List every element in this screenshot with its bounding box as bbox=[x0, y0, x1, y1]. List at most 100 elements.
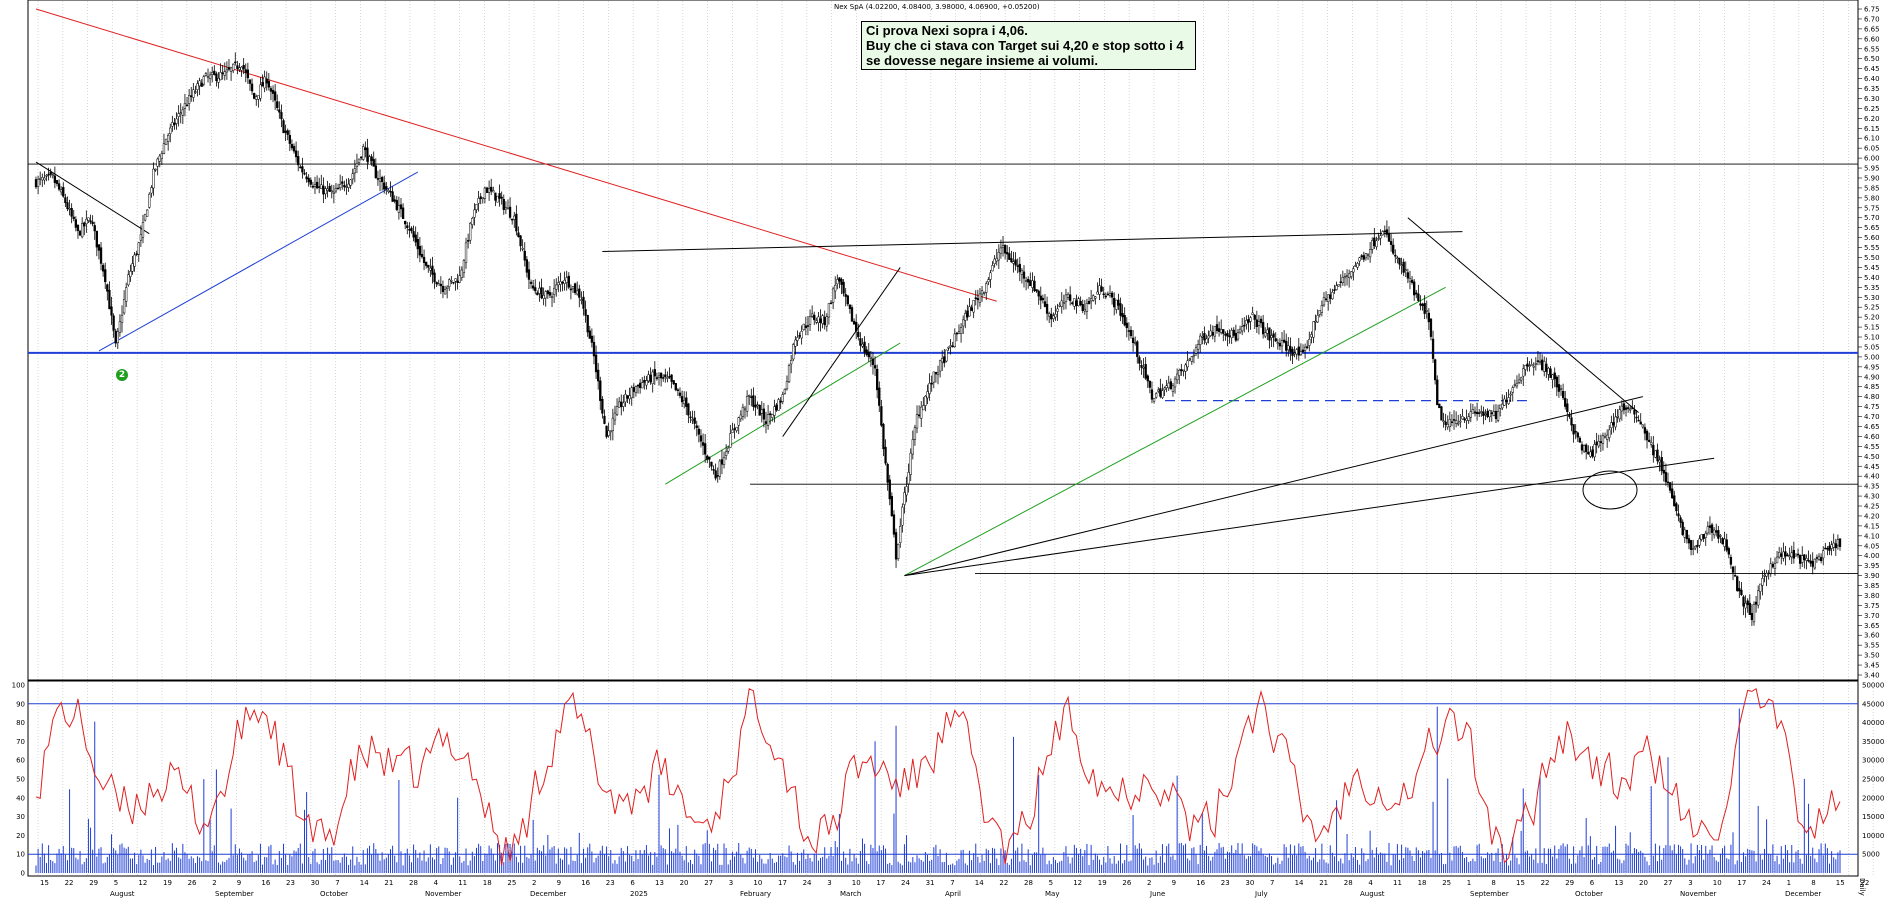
candle-body bbox=[1757, 590, 1760, 606]
day-tick-label: 9 bbox=[1172, 879, 1176, 887]
candle-body bbox=[974, 297, 977, 300]
candle-body bbox=[332, 191, 336, 194]
time-unit-label: Daily bbox=[1858, 878, 1866, 896]
candle-body bbox=[1207, 335, 1210, 339]
candle-body bbox=[1838, 538, 1842, 547]
candle-body bbox=[1450, 421, 1454, 423]
month-tick-label: December bbox=[530, 890, 566, 898]
candle-body bbox=[756, 404, 759, 406]
day-tick-label: 22 bbox=[999, 879, 1008, 887]
candle-body bbox=[55, 180, 59, 184]
price-tick-label: 5.35 bbox=[1864, 284, 1880, 292]
candle-body bbox=[894, 532, 898, 560]
annotation-line-2: Buy che ci stava con Target sui 4,20 e s… bbox=[866, 38, 1184, 53]
candle-body bbox=[404, 220, 407, 225]
candle-body bbox=[1203, 333, 1206, 341]
candle-body bbox=[427, 264, 430, 268]
candle-body bbox=[164, 138, 168, 145]
candle-body bbox=[1146, 375, 1149, 382]
month-tick-label: October bbox=[320, 890, 348, 898]
day-tick-label: 5 bbox=[114, 879, 118, 887]
price-tick-label: 4.70 bbox=[1864, 413, 1880, 421]
candle-body bbox=[615, 406, 619, 415]
candle-body bbox=[322, 185, 325, 195]
candle-body bbox=[1003, 244, 1007, 254]
candle-body bbox=[1102, 293, 1105, 295]
month-tick-label: June bbox=[1149, 890, 1165, 898]
candle-body bbox=[664, 374, 667, 377]
candle-body bbox=[1702, 534, 1705, 539]
candle-body bbox=[997, 251, 1000, 261]
candle-body bbox=[1293, 352, 1296, 355]
day-tick-label: 12 bbox=[138, 879, 147, 887]
price-tick-label: 4.50 bbox=[1864, 453, 1880, 461]
candle-body bbox=[1377, 238, 1380, 240]
candle-body bbox=[683, 400, 686, 405]
candle-body bbox=[347, 183, 350, 188]
candle-body bbox=[1704, 532, 1707, 538]
candle-body bbox=[1196, 344, 1200, 350]
candle-body bbox=[1310, 334, 1313, 338]
candle-body bbox=[471, 218, 474, 225]
candle-body bbox=[1457, 422, 1460, 425]
candle-body bbox=[1486, 411, 1489, 417]
day-tick-label: 2 bbox=[532, 879, 536, 887]
candle-body bbox=[601, 398, 604, 414]
candle-body bbox=[1266, 329, 1269, 334]
candle-body bbox=[246, 69, 250, 79]
volume-tick-label: 50000 bbox=[1862, 682, 1884, 690]
candle-body bbox=[1448, 419, 1451, 427]
day-tick-label: 18 bbox=[1418, 879, 1427, 887]
candle-body bbox=[234, 61, 237, 64]
candle-body bbox=[941, 358, 944, 363]
day-tick-label: 29 bbox=[1565, 879, 1574, 887]
candle-body bbox=[34, 179, 38, 188]
day-tick-label: 6 bbox=[630, 879, 635, 887]
candle-body bbox=[483, 187, 487, 199]
candle-body bbox=[1268, 327, 1271, 341]
candle-body bbox=[911, 439, 914, 455]
candle-body bbox=[1031, 280, 1034, 288]
candle-body bbox=[196, 83, 199, 90]
candle-body bbox=[1641, 424, 1644, 428]
day-tick-label: 13 bbox=[655, 879, 664, 887]
candle-body bbox=[825, 316, 828, 327]
candle-body bbox=[846, 295, 849, 305]
candle-body bbox=[850, 307, 854, 322]
trendlines bbox=[35, 8, 1715, 577]
candle-body bbox=[790, 360, 793, 365]
candle-body bbox=[187, 95, 191, 104]
candle-body bbox=[689, 416, 692, 419]
candle-body bbox=[1685, 529, 1689, 540]
candle-body bbox=[1431, 338, 1435, 359]
candle-body bbox=[1125, 322, 1128, 329]
candle-body bbox=[284, 130, 287, 133]
candle-body bbox=[584, 309, 587, 316]
candle-body bbox=[739, 414, 742, 420]
candle-body bbox=[1496, 411, 1500, 421]
price-tick-label: 4.20 bbox=[1864, 512, 1880, 520]
candle-body bbox=[798, 335, 801, 337]
oscillator-gridlines bbox=[28, 703, 1858, 855]
candle-body bbox=[479, 196, 482, 200]
candle-body bbox=[632, 387, 635, 392]
candle-body bbox=[1006, 252, 1009, 255]
candle-body bbox=[1119, 303, 1122, 316]
candle-body bbox=[815, 320, 818, 323]
candle-body bbox=[869, 356, 873, 359]
candle-body bbox=[1547, 367, 1550, 375]
candle-body bbox=[597, 369, 600, 382]
candle-body bbox=[263, 76, 266, 89]
candle-body bbox=[1138, 357, 1141, 364]
trendline bbox=[904, 286, 1446, 577]
candle-body bbox=[1555, 376, 1558, 388]
candle-body bbox=[106, 284, 109, 292]
candle-body bbox=[829, 302, 833, 305]
price-tick-label: 4.60 bbox=[1864, 433, 1880, 441]
candle-body bbox=[76, 224, 80, 231]
candle-body bbox=[1633, 409, 1636, 415]
price-tick-label: 6.35 bbox=[1864, 85, 1880, 93]
candle-body bbox=[359, 156, 363, 159]
candle-body bbox=[334, 188, 338, 192]
candle-body bbox=[1656, 449, 1659, 462]
